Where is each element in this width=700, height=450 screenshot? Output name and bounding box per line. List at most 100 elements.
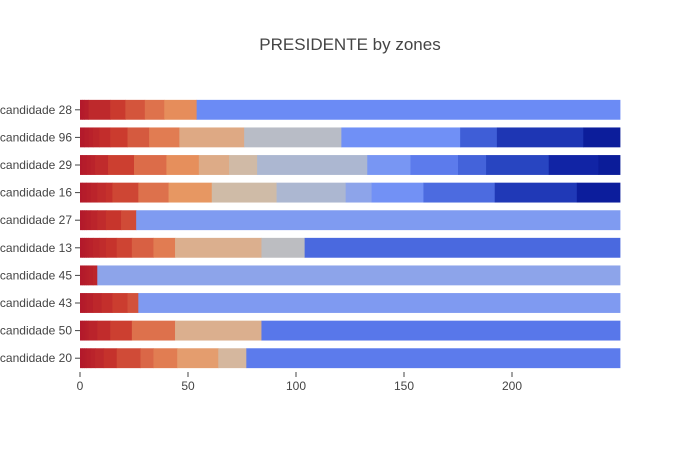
bar-segment[interactable] xyxy=(80,99,83,120)
bar-segment[interactable] xyxy=(131,320,176,341)
bar-segment[interactable] xyxy=(90,155,96,175)
bar-segment[interactable] xyxy=(116,237,133,258)
bar-segment[interactable] xyxy=(84,127,90,148)
bar-segment[interactable] xyxy=(86,237,90,258)
bar-segment[interactable] xyxy=(88,127,94,148)
bar-segment[interactable] xyxy=(80,348,83,369)
bar-segment[interactable] xyxy=(99,127,111,148)
bar-segment[interactable] xyxy=(80,210,83,231)
bar-segment[interactable] xyxy=(598,155,621,175)
bar-segment[interactable] xyxy=(80,127,85,148)
bar-segment[interactable] xyxy=(276,182,347,203)
bar-segment[interactable] xyxy=(105,182,113,203)
bar-segment[interactable] xyxy=(460,127,498,148)
bar-segment[interactable] xyxy=(110,127,128,148)
bar-segment[interactable] xyxy=(175,237,262,258)
bar-segment[interactable] xyxy=(149,127,180,148)
bar-segment[interactable] xyxy=(82,320,85,341)
bar-segment[interactable] xyxy=(179,127,245,148)
bar-segment[interactable] xyxy=(82,348,85,369)
bar-segment[interactable] xyxy=(86,155,92,175)
bar-segment[interactable] xyxy=(196,99,621,120)
bar-segment[interactable] xyxy=(82,155,87,175)
bar-segment[interactable] xyxy=(244,127,342,148)
bar-segment[interactable] xyxy=(80,182,83,203)
bar-segment[interactable] xyxy=(92,127,100,148)
bar-segment[interactable] xyxy=(86,348,92,369)
bar-segment[interactable] xyxy=(86,182,92,203)
bar-segment[interactable] xyxy=(211,182,277,203)
bar-segment[interactable] xyxy=(95,155,109,175)
bar-segment[interactable] xyxy=(88,320,98,341)
bar-segment[interactable] xyxy=(496,127,584,148)
bar-segment[interactable] xyxy=(261,237,306,258)
bar-segment[interactable] xyxy=(92,293,102,313)
bar-segment[interactable] xyxy=(548,155,599,175)
bar-segment[interactable] xyxy=(82,99,85,120)
bar-segment[interactable] xyxy=(110,320,133,341)
bar-segment[interactable] xyxy=(125,99,146,120)
bar-segment[interactable] xyxy=(101,293,113,313)
bar-segment[interactable] xyxy=(304,237,621,258)
bar-segment[interactable] xyxy=(246,348,621,369)
bar-segment[interactable] xyxy=(82,293,85,313)
bar-segment[interactable] xyxy=(576,182,621,203)
bar-segment[interactable] xyxy=(583,127,621,148)
bar-segment[interactable] xyxy=(86,265,90,286)
bar-segment[interactable] xyxy=(84,265,87,286)
bar-segment[interactable] xyxy=(486,155,550,175)
bar-segment[interactable] xyxy=(82,210,85,231)
bar-segment[interactable] xyxy=(84,99,90,120)
bar-segment[interactable] xyxy=(138,182,169,203)
bar-segment[interactable] xyxy=(82,265,85,286)
bar-segment[interactable] xyxy=(90,210,98,231)
bar-segment[interactable] xyxy=(410,155,459,175)
bar-segment[interactable] xyxy=(84,210,87,231)
bar-segment[interactable] xyxy=(136,210,621,231)
bar-segment[interactable] xyxy=(367,155,411,175)
bar-segment[interactable] xyxy=(95,348,105,369)
bar-segment[interactable] xyxy=(166,155,200,175)
bar-segment[interactable] xyxy=(82,237,85,258)
bar-segment[interactable] xyxy=(84,348,87,369)
bar-segment[interactable] xyxy=(175,320,262,341)
bar-segment[interactable] xyxy=(108,155,135,175)
bar-segment[interactable] xyxy=(90,348,96,369)
bar-segment[interactable] xyxy=(112,182,139,203)
bar-segment[interactable] xyxy=(138,293,621,313)
bar-segment[interactable] xyxy=(84,293,87,313)
bar-segment[interactable] xyxy=(82,182,87,203)
bar-segment[interactable] xyxy=(105,210,122,231)
bar-segment[interactable] xyxy=(164,99,198,120)
bar-segment[interactable] xyxy=(88,99,111,120)
bar-segment[interactable] xyxy=(80,237,83,258)
bar-segment[interactable] xyxy=(86,320,90,341)
bar-segment[interactable] xyxy=(80,155,83,175)
bar-segment[interactable] xyxy=(80,265,83,286)
bar-segment[interactable] xyxy=(99,237,107,258)
bar-segment[interactable] xyxy=(423,182,496,203)
bar-segment[interactable] xyxy=(80,320,83,341)
bar-segment[interactable] xyxy=(86,293,94,313)
bar-segment[interactable] xyxy=(127,127,150,148)
bar-segment[interactable] xyxy=(121,210,137,231)
bar-segment[interactable] xyxy=(131,237,154,258)
bar-segment[interactable] xyxy=(153,348,178,369)
bar-segment[interactable] xyxy=(97,265,621,286)
bar-segment[interactable] xyxy=(168,182,213,203)
bar-segment[interactable] xyxy=(97,182,107,203)
bar-segment[interactable] xyxy=(92,237,100,258)
bar-segment[interactable] xyxy=(92,265,98,286)
bar-segment[interactable] xyxy=(134,155,167,175)
bar-segment[interactable] xyxy=(88,237,94,258)
bar-segment[interactable] xyxy=(116,348,141,369)
bar-segment[interactable] xyxy=(97,210,107,231)
bar-segment[interactable] xyxy=(229,155,258,175)
bar-segment[interactable] xyxy=(177,348,219,369)
bar-segment[interactable] xyxy=(84,320,87,341)
bar-segment[interactable] xyxy=(112,293,128,313)
bar-segment[interactable] xyxy=(140,348,154,369)
bar-segment[interactable] xyxy=(144,99,165,120)
bar-segment[interactable] xyxy=(345,182,372,203)
bar-segment[interactable] xyxy=(458,155,487,175)
